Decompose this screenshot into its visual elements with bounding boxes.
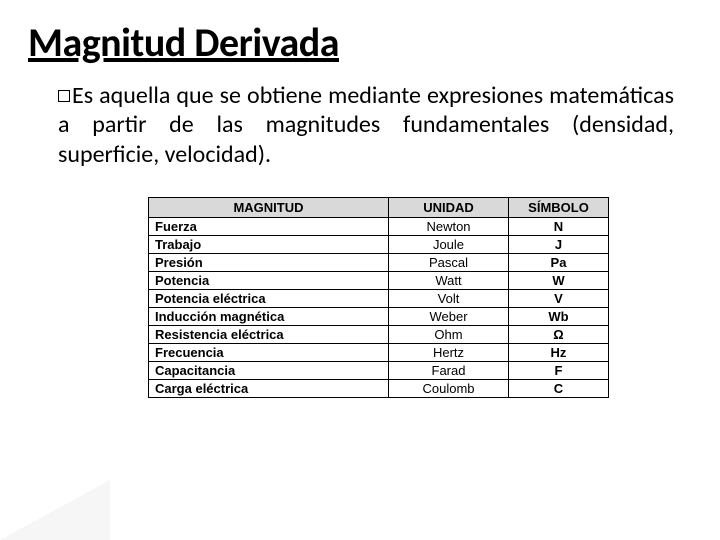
cell-magnitud: Potencia <box>149 271 389 289</box>
cell-simbolo: F <box>509 361 609 379</box>
col-header-simbolo: SÍMBOLO <box>509 197 609 217</box>
cell-magnitud: Capacitancia <box>149 361 389 379</box>
table-row: Potencia eléctricaVoltV <box>149 289 609 307</box>
cell-unidad: Volt <box>389 289 509 307</box>
cell-simbolo: Wb <box>509 307 609 325</box>
table-row: PotenciaWattW <box>149 271 609 289</box>
cell-simbolo: Hz <box>509 343 609 361</box>
table-row: PresiónPascalPa <box>149 253 609 271</box>
col-header-unidad: UNIDAD <box>389 197 509 217</box>
cell-simbolo: V <box>509 289 609 307</box>
table-header-row: MAGNITUD UNIDAD SÍMBOLO <box>149 197 609 217</box>
cell-magnitud: Carga eléctrica <box>149 379 389 397</box>
cell-simbolo: W <box>509 271 609 289</box>
cell-simbolo: C <box>509 379 609 397</box>
cell-magnitud: Frecuencia <box>149 343 389 361</box>
cell-unidad: Pascal <box>389 253 509 271</box>
cell-unidad: Farad <box>389 361 509 379</box>
cell-magnitud: Trabajo <box>149 235 389 253</box>
page-title: Magnitud Derivada <box>28 18 684 67</box>
bullet-label: Es <box>72 81 93 110</box>
table-row: TrabajoJouleJ <box>149 235 609 253</box>
corner-decoration <box>0 480 110 540</box>
cell-unidad: Coulomb <box>389 379 509 397</box>
cell-unidad: Hertz <box>389 343 509 361</box>
cell-simbolo: Pa <box>509 253 609 271</box>
cell-unidad: Newton <box>389 217 509 235</box>
table-row: FuerzaNewtonN <box>149 217 609 235</box>
definition-paragraph: Es aquella que se obtiene mediante expre… <box>58 81 674 169</box>
col-header-magnitud: MAGNITUD <box>149 197 389 217</box>
cell-unidad: Joule <box>389 235 509 253</box>
table-row: FrecuenciaHertzHz <box>149 343 609 361</box>
table-row: Carga eléctricaCoulombC <box>149 379 609 397</box>
table-row: Inducción magnéticaWeberWb <box>149 307 609 325</box>
cell-unidad: Watt <box>389 271 509 289</box>
cell-simbolo: J <box>509 235 609 253</box>
magnitudes-table-wrap: MAGNITUD UNIDAD SÍMBOLO FuerzaNewtonNTra… <box>148 197 684 398</box>
cell-magnitud: Fuerza <box>149 217 389 235</box>
paragraph-text: aquella que se obtiene mediante expresio… <box>58 81 674 169</box>
cell-simbolo: Ω <box>509 325 609 343</box>
cell-magnitud: Presión <box>149 253 389 271</box>
cell-unidad: Ohm <box>389 325 509 343</box>
table-row: Resistencia eléctricaOhmΩ <box>149 325 609 343</box>
magnitudes-table: MAGNITUD UNIDAD SÍMBOLO FuerzaNewtonNTra… <box>148 197 609 398</box>
cell-magnitud: Resistencia eléctrica <box>149 325 389 343</box>
cell-magnitud: Potencia eléctrica <box>149 289 389 307</box>
table-row: CapacitanciaFaradF <box>149 361 609 379</box>
cell-simbolo: N <box>509 217 609 235</box>
square-bullet-icon <box>58 90 70 102</box>
cell-magnitud: Inducción magnética <box>149 307 389 325</box>
cell-unidad: Weber <box>389 307 509 325</box>
